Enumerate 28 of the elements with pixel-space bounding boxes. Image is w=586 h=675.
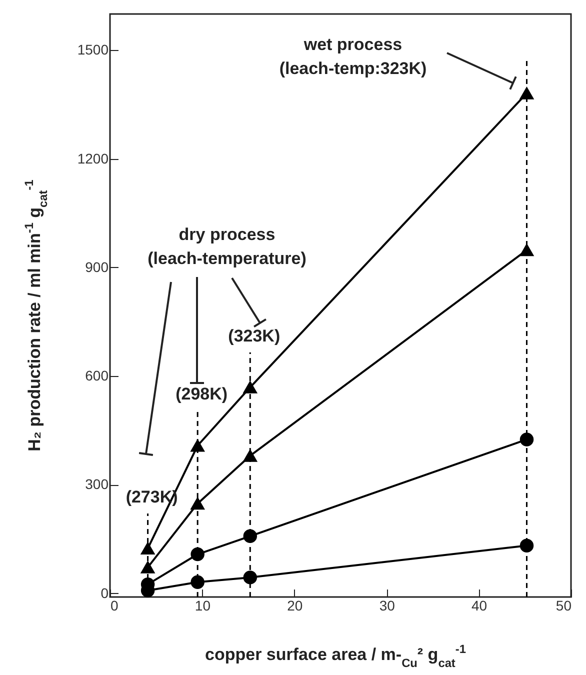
y-tick-label: 1200 — [77, 150, 109, 166]
point — [190, 575, 204, 590]
point — [520, 538, 534, 552]
point — [243, 570, 258, 584]
x-tick-label: 50 — [556, 598, 572, 614]
point — [140, 542, 155, 555]
x-tick-label: 30 — [379, 598, 396, 614]
point — [190, 498, 204, 510]
y-tick-label: 900 — [85, 258, 109, 275]
ref-line-label: (298K) — [176, 384, 228, 404]
point — [190, 547, 204, 562]
point — [243, 450, 258, 462]
ref-line-label: (323K) — [228, 326, 280, 346]
y-tick-label: 1500 — [77, 42, 109, 58]
y-tick-label: 600 — [85, 368, 109, 384]
point — [243, 381, 258, 394]
y-tick-label: 0 — [100, 584, 109, 601]
point — [520, 432, 534, 446]
y-tick-label: 300 — [85, 476, 109, 492]
x-tick-label: 10 — [194, 598, 211, 614]
point — [243, 529, 258, 544]
point — [140, 561, 155, 574]
annotation: dry process (leach-temperature) — [148, 225, 306, 268]
annotation: wet process (leach-temp:323K) — [279, 35, 427, 78]
point — [520, 244, 534, 256]
x-tick-label: 20 — [287, 598, 303, 614]
point — [520, 87, 534, 100]
x-tick-label: 40 — [472, 598, 488, 614]
